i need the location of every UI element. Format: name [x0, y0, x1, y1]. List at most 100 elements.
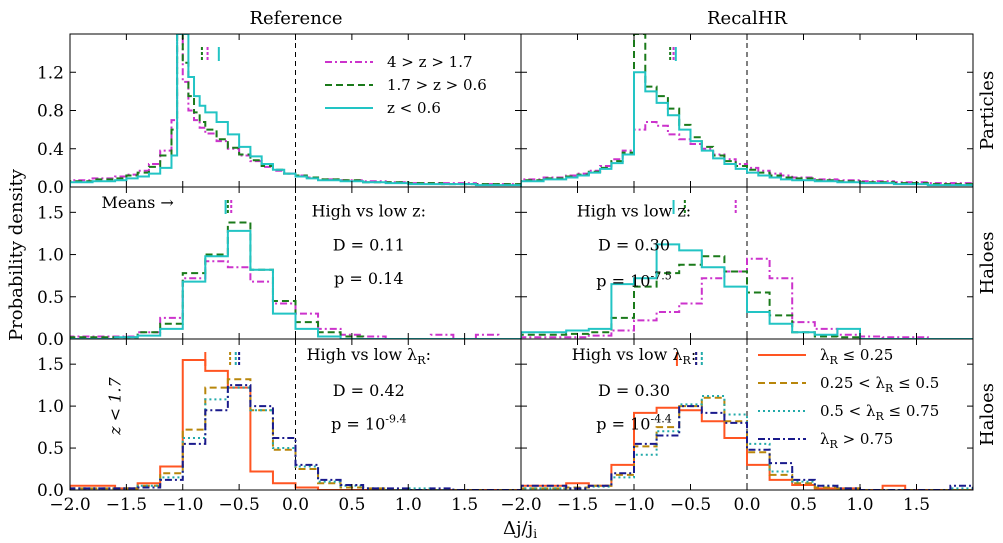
legend-1: λR ≤ 0.250.25 < λR ≤ 0.50.5 < λR ≤ 0.75λ… — [758, 346, 939, 451]
y-tick-label: 0.5 — [37, 288, 64, 308]
text-part: 0.5 < λ — [820, 402, 876, 420]
stat-annotation: D = 0.30 — [598, 381, 670, 400]
histogram-series-0 — [70, 358, 521, 490]
text-part: 0.25 < λ — [820, 374, 886, 392]
legend-0: 4 > z > 1.7 1.7 > z > 0.6 z < 0.6 — [325, 53, 487, 117]
y-tick-label: 0.8 — [37, 102, 64, 122]
x-axis-label-subscript: i — [533, 527, 537, 541]
x-tick-label: −2.0 — [49, 495, 90, 515]
plot-area — [521, 34, 973, 187]
subscript: R — [885, 382, 894, 395]
y-tick-label: 1.2 — [37, 63, 64, 83]
subscript: R — [683, 354, 692, 367]
y-tick-label: 1.0 — [37, 246, 64, 266]
x-tick-label: 0.0 — [733, 495, 760, 515]
y-tick-label: 0.0 — [37, 178, 64, 198]
plot-area — [70, 221, 521, 339]
y-tick-label: 0.5 — [37, 439, 64, 459]
histogram-series-2 — [70, 34, 521, 187]
histogram-series-3 — [521, 405, 973, 490]
x-tick-label: 1.0 — [395, 495, 422, 515]
row-label: Haloes — [977, 232, 998, 295]
panel-3: Haloes High vs low z: D = 0.30 p = 10-7.5 — [520, 186, 998, 340]
y-tick-label: 1.5 — [37, 203, 64, 223]
x-tick-label: −1.5 — [106, 495, 147, 515]
superscript: -4.4 — [650, 413, 671, 426]
histogram-series-0 — [521, 257, 973, 339]
panel-5: −2.0 −1.5 −1.0 −0.5 0.0 0.5 1.0 1.5 Haloes High v… — [500, 338, 998, 515]
x-tick-label: 1.5 — [451, 495, 478, 515]
plot-area — [70, 358, 521, 490]
x-tick-label: −1.0 — [162, 495, 203, 515]
x-tick-label: −2.0 — [500, 495, 541, 515]
text-part: High vs low λ — [307, 345, 418, 364]
text-part: > 0.75 — [838, 430, 894, 448]
x-tick-label: 0.5 — [790, 495, 817, 515]
text-part: λ — [820, 346, 830, 364]
plot-area — [521, 243, 973, 339]
column-title-recalhr: RecalHR — [707, 8, 787, 29]
stat-annotation: High vs low λR: — [307, 345, 431, 367]
text-part: High vs low λ — [572, 345, 683, 364]
stat-annotation: High vs low z: — [312, 202, 426, 221]
panel-1: Particles — [520, 33, 998, 188]
row-label: Particles — [977, 71, 998, 150]
x-axis-label: Δj/ji — [503, 518, 537, 541]
y-tick-label: 0.4 — [37, 140, 64, 160]
text-part: : — [426, 345, 431, 364]
column-title-reference: Reference — [249, 8, 342, 29]
stat-annotation: D = 0.11 — [333, 235, 405, 254]
panels-group: 0.0 0.4 0.8 1.2 Particles 0.0 0.5 1.0 1.5 Means →… — [37, 33, 998, 515]
y-tick-label: 1.5 — [37, 355, 64, 375]
legend-label: 0.5 < λR ≤ 0.75 — [820, 402, 939, 423]
legend-label: λR > 0.75 — [820, 430, 893, 451]
stat-annotation: D = 0.42 — [333, 381, 405, 400]
y-tick-label: 1.0 — [37, 397, 64, 417]
text-part: ≤ 0.5 — [893, 374, 939, 392]
histogram-series-3 — [70, 384, 521, 490]
row-label: Haloes — [977, 383, 998, 446]
legend-label: 0.25 < λR ≤ 0.5 — [820, 374, 939, 395]
x-tick-label: −1.0 — [613, 495, 654, 515]
stat-annotation: High vs low z: — [577, 202, 691, 221]
subscript: R — [417, 354, 426, 367]
stat-annotation: p = 10-4.4 — [596, 413, 671, 434]
x-tick-label: −1.5 — [557, 495, 598, 515]
text-part: ≤ 0.75 — [884, 402, 940, 420]
text-part: : — [691, 345, 696, 364]
stat-annotation: High vs low λR: — [572, 345, 696, 367]
panel-0: 0.0 0.4 0.8 1.2 — [37, 33, 522, 198]
panel-2: 0.0 0.5 1.0 1.5 Means → High vs low z: D = 0.1… — [37, 186, 522, 350]
stat-annotation: p = 0.14 — [334, 269, 403, 288]
subscript: R — [830, 354, 839, 367]
histogram-series-0 — [70, 34, 521, 187]
subscript: R — [875, 410, 884, 423]
histogram-series-2 — [70, 229, 521, 339]
x-tick-label: 1.5 — [903, 495, 930, 515]
superscript: -9.4 — [385, 413, 406, 426]
legend-label: 4 > z > 1.7 — [387, 53, 473, 71]
stat-annotation: p = 10-9.4 — [331, 413, 406, 434]
histogram-series-2 — [521, 71, 973, 187]
legend-label: λR ≤ 0.25 — [820, 346, 893, 367]
stat-annotation: p = 10-7.5 — [596, 270, 671, 291]
panel-4: 0.0 0.5 1.0 1.5 −2.0 −1.5 −1.0 −0.5 0.0 0.5 1.0 1.5… — [37, 338, 522, 515]
x-tick-label: 0.5 — [338, 495, 365, 515]
text-part: ≤ 0.25 — [838, 346, 894, 364]
stat-annotation: Means → — [101, 193, 173, 212]
stat-annotation: D = 0.30 — [598, 235, 670, 254]
histogram-series-2 — [521, 243, 973, 339]
y-tick-label: 0.0 — [37, 481, 64, 501]
y-tick-label: 0.0 — [37, 330, 64, 350]
x-tick-label: −0.5 — [218, 495, 259, 515]
x-axis-label-main: Δj/j — [503, 518, 533, 539]
y-axis-label: Probability density — [6, 168, 27, 341]
superscript: -7.5 — [650, 270, 671, 283]
redshift-annotation: z < 1.7 — [106, 377, 125, 436]
x-tick-label: −0.5 — [670, 495, 711, 515]
legend-label: 1.7 > z > 0.6 — [387, 76, 487, 94]
text-part: λ — [820, 430, 830, 448]
x-tick-label: 0.0 — [282, 495, 309, 515]
plot-area — [70, 34, 521, 187]
